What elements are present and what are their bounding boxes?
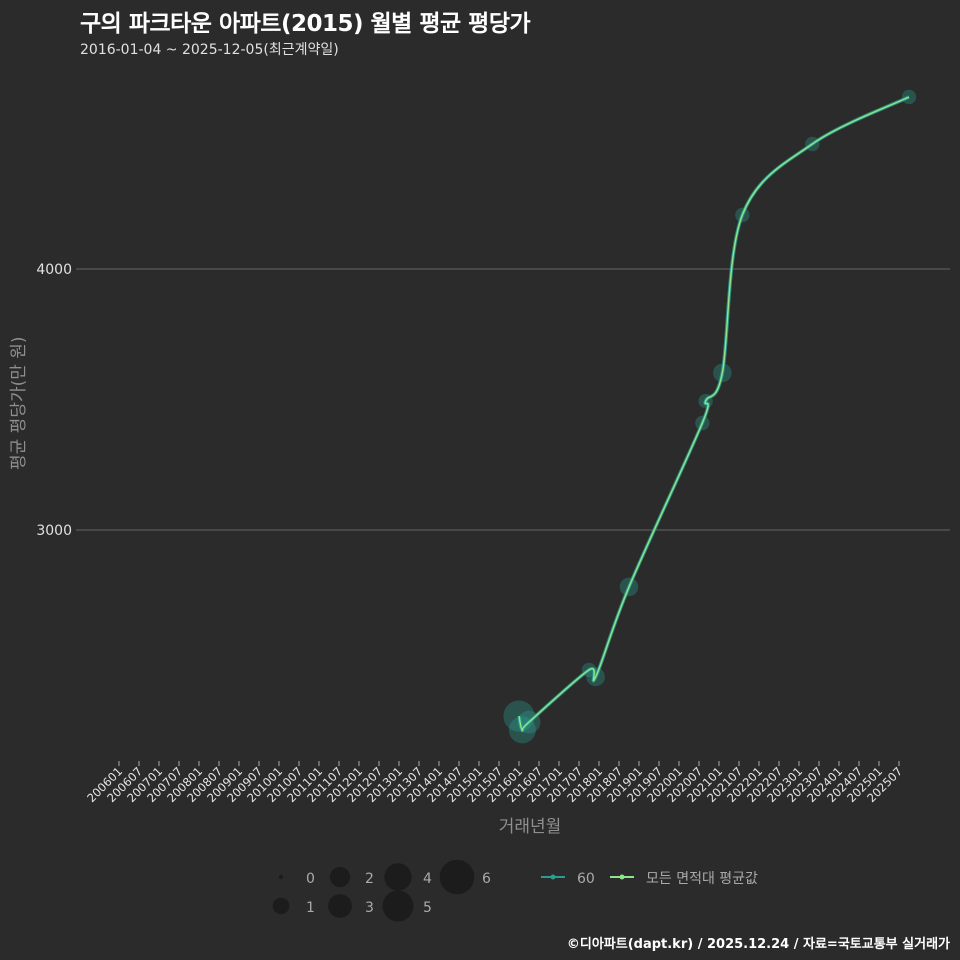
y-tick-label: 4000 bbox=[36, 262, 72, 278]
legend-size-icon bbox=[439, 859, 475, 895]
legend-size-label: 1 bbox=[306, 900, 315, 916]
legend-size-icon bbox=[384, 863, 412, 891]
legend-60-dot-icon bbox=[550, 874, 556, 880]
legend-size-icon bbox=[272, 897, 290, 915]
legend-size-label: 2 bbox=[365, 871, 374, 887]
legend-size-label: 6 bbox=[482, 871, 491, 887]
series-60-points bbox=[503, 89, 917, 744]
legend-60-label: 60 bbox=[577, 871, 595, 887]
footer-credit: ©디아파트(dapt.kr) / 2025.12.24 / 자료=국토교통부 실… bbox=[566, 937, 950, 952]
chart-subtitle: 2016-01-04 ~ 2025-12-05(최근계약일) bbox=[80, 42, 339, 58]
legend-size-icon bbox=[382, 890, 414, 922]
series-60-line bbox=[517, 95, 910, 733]
legend: 0 1 2 3 4 5 6 60 모든 면적대 평균값 bbox=[272, 859, 758, 922]
legend-size-icon bbox=[278, 874, 284, 880]
legend-size-label: 5 bbox=[423, 900, 432, 916]
x-axis-label: 거래년월 bbox=[498, 817, 562, 837]
legend-average-label: 모든 면적대 평균값 bbox=[646, 871, 758, 887]
legend-size-label: 0 bbox=[306, 871, 315, 887]
series-average-line bbox=[518, 96, 910, 732]
x-axis-ticks: 2006012006072007012007072008012008072009… bbox=[84, 761, 905, 805]
y-tick-label: 3000 bbox=[36, 523, 72, 539]
legend-average-dot-icon bbox=[619, 874, 625, 880]
legend-size-icon bbox=[328, 894, 352, 918]
grid-lines bbox=[76, 268, 950, 531]
series-lines bbox=[517, 95, 910, 733]
legend-size-label: 3 bbox=[365, 900, 374, 916]
chart-title: 구의 파크타운 아파트(2015) 월별 평균 평당가 bbox=[80, 11, 531, 37]
legend-size-label: 4 bbox=[423, 871, 432, 887]
y-axis-ticks: 3000 4000 bbox=[36, 262, 72, 539]
legend-size-icon bbox=[329, 866, 351, 888]
